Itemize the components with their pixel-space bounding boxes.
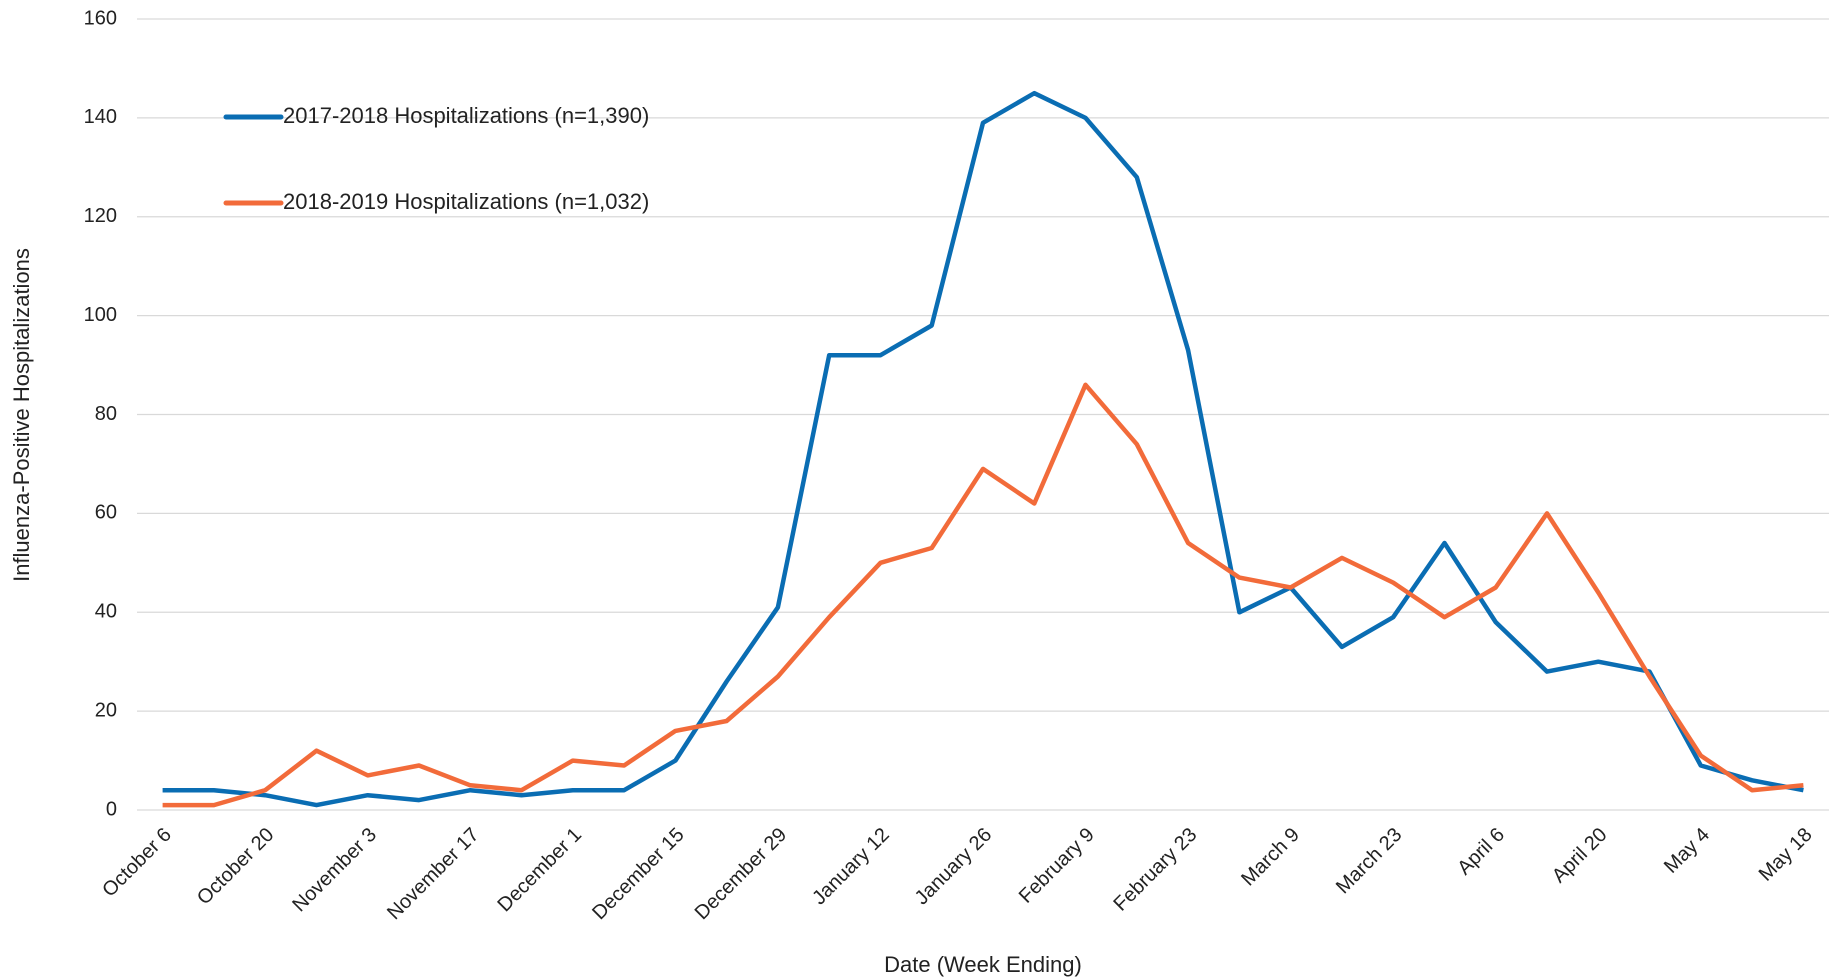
legend-label: 2018-2019 Hospitalizations (n=1,032) xyxy=(283,189,649,214)
y-tick-label: 20 xyxy=(95,699,117,721)
y-tick-label: 140 xyxy=(84,106,117,128)
series-line xyxy=(162,382,1804,808)
x-tick-label: February 9 xyxy=(1015,824,1099,908)
x-tick-label: April 6 xyxy=(1453,824,1509,880)
y-tick-label: 0 xyxy=(106,798,117,820)
x-tick-label: February 23 xyxy=(1110,824,1202,916)
x-tick-label: January 12 xyxy=(808,824,894,910)
x-axis-title: Date (Week Ending) xyxy=(884,952,1082,977)
x-tick-label: December 1 xyxy=(494,824,587,917)
x-tick-label: April 20 xyxy=(1548,824,1612,888)
x-tick-label: November 17 xyxy=(383,824,483,924)
y-tick-label: 160 xyxy=(84,7,117,29)
legend-label: 2017-2018 Hospitalizations (n=1,390) xyxy=(283,103,649,128)
y-tick-label: 60 xyxy=(95,502,117,524)
x-tick-label: May 18 xyxy=(1755,824,1817,886)
x-tick-label: December 15 xyxy=(588,824,688,924)
x-tick-label: November 3 xyxy=(288,824,381,917)
y-tick-label: 40 xyxy=(95,601,117,623)
y-tick-label: 120 xyxy=(84,205,117,227)
y-axis-title: Influenza-Positive Hospitalizations xyxy=(9,248,34,582)
y-tick-label: 80 xyxy=(95,403,117,425)
x-tick-label: October 6 xyxy=(98,824,176,902)
x-tick-label: March 23 xyxy=(1332,824,1407,899)
x-tick-label: January 26 xyxy=(911,824,997,910)
x-tick-label: March 9 xyxy=(1237,824,1304,891)
series-line xyxy=(162,90,1804,808)
x-tick-label: October 20 xyxy=(193,824,279,910)
x-tick-label: December 29 xyxy=(691,824,791,924)
y-tick-label: 100 xyxy=(84,304,117,326)
x-tick-label: May 4 xyxy=(1660,824,1714,878)
